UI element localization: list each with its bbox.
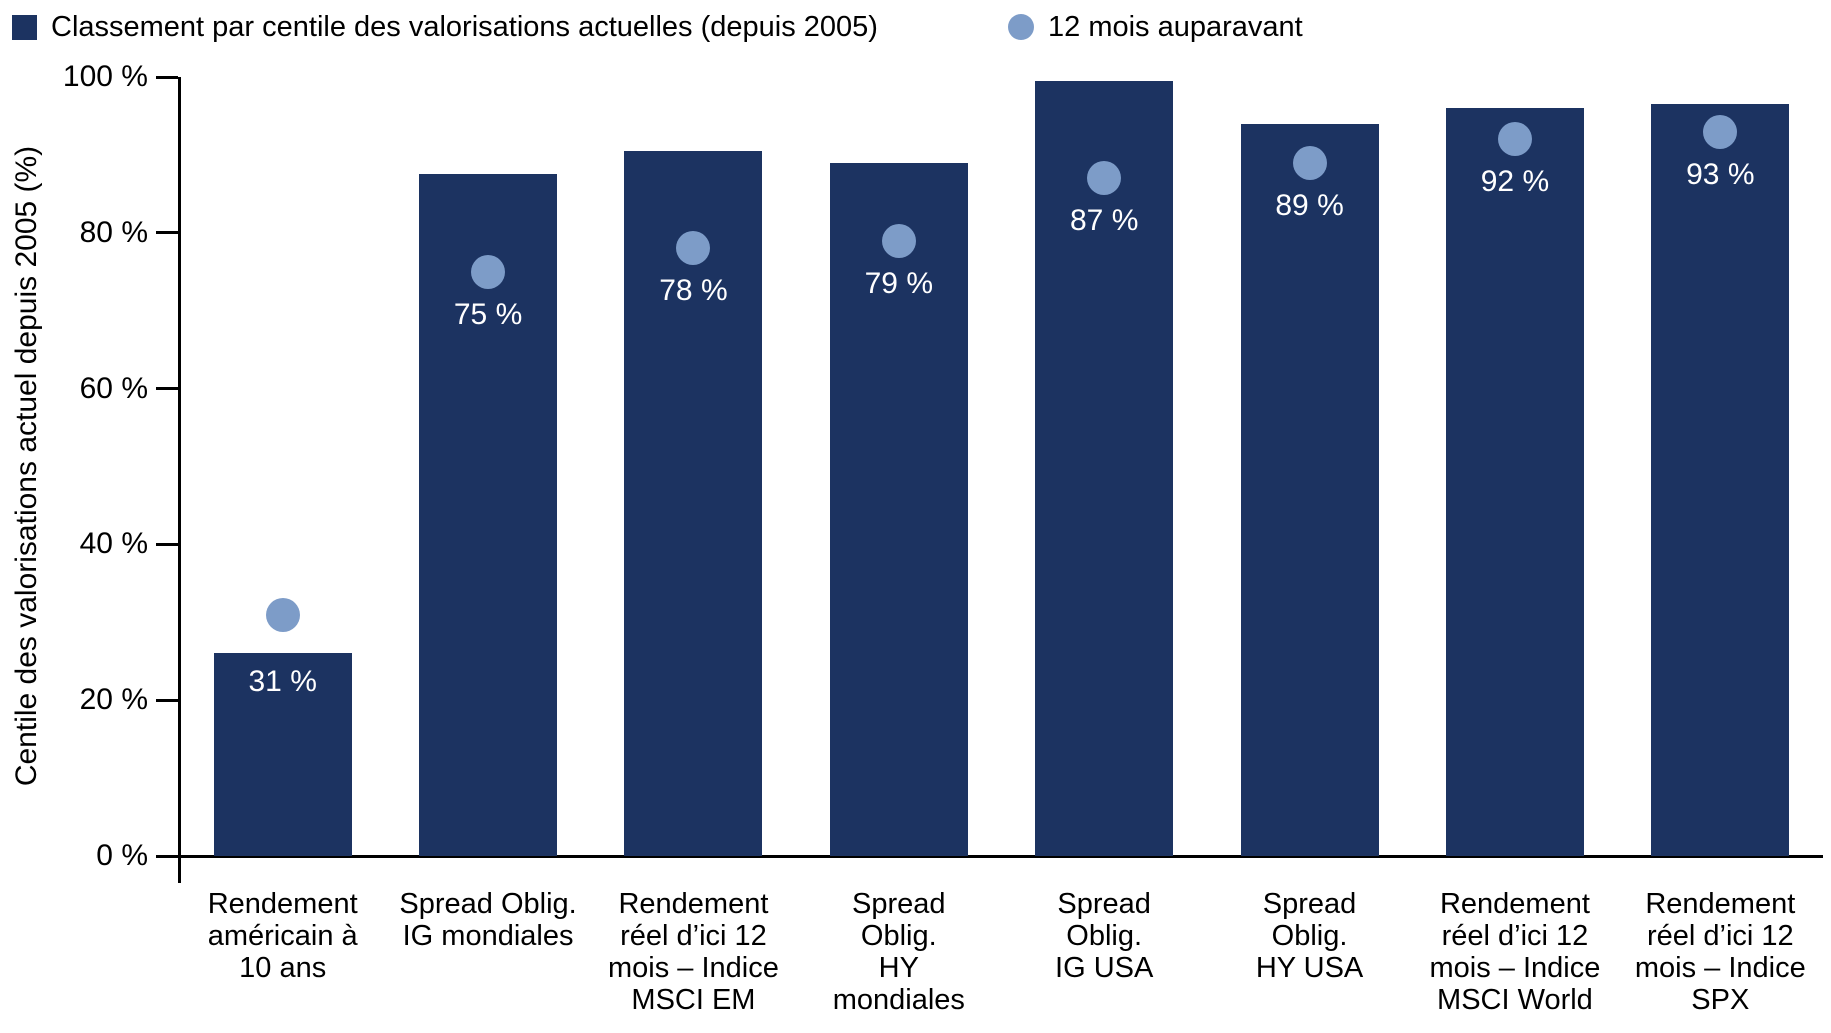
category-label: Spread Oblig. IG mondiales: [399, 888, 577, 952]
point-marker: [676, 231, 711, 266]
category-label: Rendement réel d’ici 12 mois – Indice MS…: [608, 888, 779, 1016]
y-tick-mark: [156, 387, 178, 391]
category-label: Rendement réel d’ici 12 mois – Indice MS…: [1429, 888, 1601, 1016]
y-tick-label: 0 %: [96, 839, 148, 872]
y-tick-label: 100 %: [62, 60, 148, 93]
legend-item-12-months-prior: 12 mois auparavant: [1008, 10, 1303, 44]
y-tick-label: 40 %: [79, 527, 148, 561]
data-label: 87 %: [1069, 204, 1139, 238]
point-marker: [1292, 145, 1327, 180]
data-label: 78 %: [659, 274, 728, 308]
bar: [1651, 104, 1790, 856]
bar: [1035, 80, 1174, 856]
legend-label-12-months-prior: 12 mois auparavant: [1048, 10, 1303, 43]
data-label: 93 %: [1686, 157, 1755, 191]
point-marker: [1703, 114, 1738, 149]
legend-circle-swatch-icon: [1008, 14, 1034, 40]
bar: [1240, 123, 1379, 856]
point-marker: [1497, 122, 1532, 157]
category-label: Spread Oblig. IG USA: [1055, 888, 1154, 984]
point-marker: [265, 597, 300, 632]
category-label: Rendement réel d’ici 12 mois – Indice SP…: [1634, 888, 1806, 1016]
bar: [1445, 108, 1584, 856]
category-label: Rendement américain à 10 ans: [207, 888, 358, 984]
y-tick-mark: [156, 698, 178, 702]
y-tick-label: 60 %: [79, 371, 148, 405]
bar: [624, 151, 763, 856]
data-label: 89 %: [1275, 188, 1344, 222]
y-tick-label: 20 %: [79, 683, 148, 717]
bar: [213, 653, 352, 856]
y-axis: [178, 77, 181, 858]
legend-square-swatch-icon: [12, 14, 37, 40]
point-marker: [471, 254, 506, 289]
bar: [829, 162, 968, 856]
legend-item-current-percentile: Classement par centile des valorisations…: [12, 10, 878, 44]
data-label: 79 %: [864, 266, 933, 300]
data-label: 31 %: [248, 665, 317, 699]
data-label: 75 %: [453, 297, 523, 331]
legend-label-current-percentile: Classement par centile des valorisations…: [51, 10, 878, 43]
y-tick-mark: [156, 231, 178, 235]
y-tick-mark: [156, 75, 178, 79]
category-label: Spread Oblig. HY USA: [1255, 888, 1364, 984]
y-tick-label: 80 %: [79, 215, 148, 249]
x-axis: [178, 855, 1823, 858]
y-tick-mark: [156, 854, 178, 858]
point-marker: [1087, 161, 1122, 196]
data-label: 92 %: [1480, 165, 1550, 199]
category-label: Spread Oblig. HY mondiales: [832, 888, 965, 1016]
x-axis-origin-tick: [178, 855, 181, 883]
point-marker: [881, 223, 916, 258]
y-tick-mark: [156, 542, 178, 546]
